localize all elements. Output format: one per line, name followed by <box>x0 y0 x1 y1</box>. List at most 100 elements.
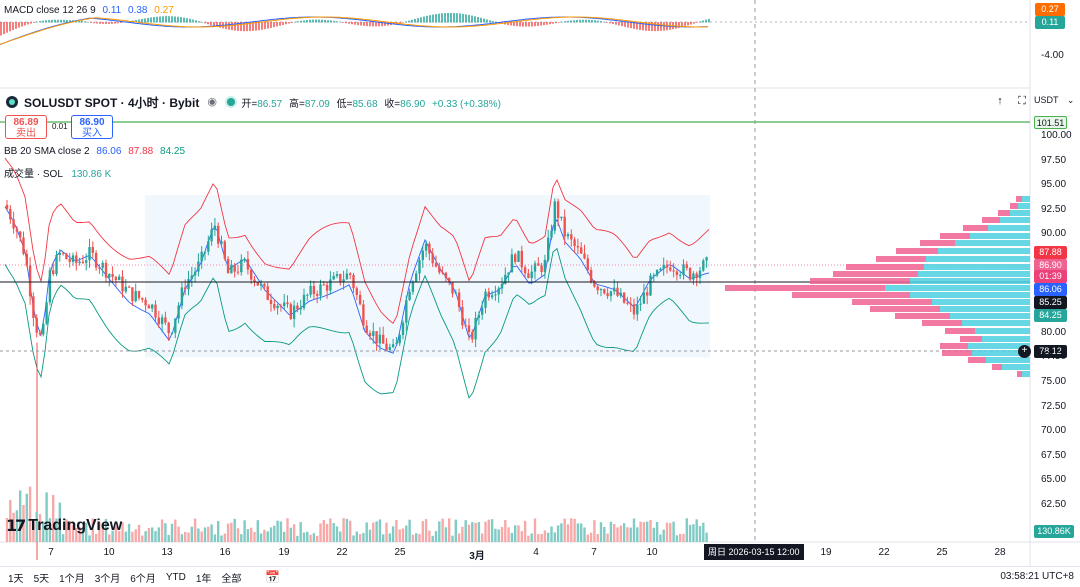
macd-histogram-bar <box>30 22 32 24</box>
candle-body <box>246 258 250 270</box>
volume-bar <box>55 518 58 542</box>
plus-icon[interactable]: + <box>1018 345 1031 358</box>
macd-histogram-bar <box>507 22 509 26</box>
volume-bar <box>698 526 702 542</box>
volume-bar <box>32 521 35 542</box>
candle-body <box>543 259 547 272</box>
candle-body <box>91 247 94 253</box>
calendar-range-icon[interactable]: 📅 <box>265 570 281 584</box>
candle-body <box>415 273 418 282</box>
range-5d[interactable]: 5天 <box>33 573 50 585</box>
macd-histogram-bar <box>330 20 332 23</box>
macd-histogram-bar <box>705 19 707 23</box>
range-6m[interactable]: 6个月 <box>130 573 156 585</box>
range-1m[interactable]: 1个月 <box>59 573 85 585</box>
macd-histogram-bar <box>45 20 47 23</box>
volume-bar <box>154 531 157 542</box>
buy-button[interactable]: 86.90 买入 <box>71 115 113 139</box>
eye-icon[interactable]: ◉ <box>207 96 217 108</box>
volume-bar <box>329 518 332 542</box>
buy-label: 买入 <box>82 128 102 139</box>
macd-legend[interactable]: MACD close 12 26 9 0.11 0.38 0.27 <box>4 5 178 16</box>
volume-bar <box>639 521 642 542</box>
volume-bar <box>35 511 38 542</box>
candle-body <box>19 231 22 238</box>
range-ytd[interactable]: YTD <box>165 571 186 583</box>
volume-profile-up-bar <box>938 248 1030 254</box>
candle-body <box>309 285 312 295</box>
symbol-title[interactable]: SOLUSDT SPOT · 4小时 · Bybit <box>24 95 200 110</box>
time-axis-label: 16 <box>219 547 231 558</box>
high-label: 高= <box>289 98 305 110</box>
volume-bar <box>490 519 494 542</box>
range-all[interactable]: 全部 <box>221 573 242 585</box>
macd-histogram-bar <box>678 22 680 28</box>
macd-histogram-bar <box>648 22 650 31</box>
volume-bar <box>332 523 335 542</box>
candle-body <box>599 289 603 291</box>
candle-body <box>349 273 352 276</box>
price-axis-label: 65.00 <box>1041 474 1067 486</box>
candle-body <box>421 250 424 261</box>
macd-histogram-bar <box>459 13 461 23</box>
clock-time[interactable]: 03:58:21 UTC+8 <box>1000 571 1074 582</box>
candle-body <box>319 284 322 296</box>
volume-profile-down-bar <box>982 217 1000 223</box>
volume-legend[interactable]: 成交量 · SOL 130.86 K <box>4 165 111 180</box>
macd-histogram-bar <box>150 17 152 23</box>
candle-body <box>451 281 454 294</box>
macd-histogram-bar <box>144 18 146 23</box>
range-1d[interactable]: 1天 <box>8 573 24 585</box>
candle-body <box>243 258 246 260</box>
macd-histogram-bar <box>384 22 386 26</box>
candle-body <box>187 279 190 290</box>
sell-button[interactable]: 86.89 卖出 <box>5 115 47 139</box>
range-3m[interactable]: 3个月 <box>94 573 121 585</box>
bb-legend[interactable]: BB 20 SMA close 2 86.06 87.88 84.25 <box>4 146 185 157</box>
candle-body <box>372 331 375 337</box>
volume-bar <box>230 522 233 542</box>
volume-bar <box>250 527 253 542</box>
volume-bar <box>157 527 160 542</box>
macd-histogram-bar <box>579 19 581 23</box>
up-arrow-icon[interactable]: ↑ <box>997 95 1003 107</box>
candle-body <box>127 286 131 288</box>
volume-bar <box>190 526 193 542</box>
macd-histogram-bar <box>630 22 632 29</box>
macd-histogram-bar <box>189 18 191 23</box>
macd-histogram-bar <box>279 22 281 26</box>
macd-histogram-bar <box>105 22 107 24</box>
currency-select[interactable]: USDT ⌄ <box>1034 95 1074 106</box>
volume-bar <box>570 518 573 542</box>
fullscreen-icon[interactable]: ⛶ <box>1018 95 1026 107</box>
sell-label: 卖出 <box>16 128 36 139</box>
volume-bar <box>217 521 220 542</box>
macd-histogram-bar <box>96 22 98 24</box>
candle-body <box>461 306 464 326</box>
volume-bar <box>88 535 91 542</box>
range-1y[interactable]: 1年 <box>195 573 212 585</box>
volume-bar <box>167 534 170 542</box>
candle-body <box>68 259 71 262</box>
macd-histogram-bar <box>39 21 41 23</box>
crosshair-time-label: 周日 2026-03-15 12:00 <box>704 544 804 560</box>
tradingview-logo[interactable]: 𝟭𝟳 TradingView <box>6 516 122 536</box>
volume-profile-up-bar <box>986 357 1030 363</box>
macd-histogram-bar <box>180 17 182 23</box>
candle-body <box>332 276 335 280</box>
candle-body <box>583 253 586 259</box>
volume-bar <box>540 533 543 542</box>
candle-body <box>540 265 543 272</box>
price-axis-tag: 101.51 <box>1034 116 1067 129</box>
volume-bar <box>616 527 619 542</box>
volume-bar <box>504 519 507 542</box>
volume-bar <box>68 521 71 542</box>
macd-histogram-bar <box>42 20 44 23</box>
volume-bar <box>48 518 52 542</box>
candle-body <box>556 201 560 218</box>
candle-body <box>514 254 517 262</box>
volume-bar <box>368 529 372 542</box>
volume-bar <box>672 521 675 542</box>
candle-body <box>177 305 180 319</box>
